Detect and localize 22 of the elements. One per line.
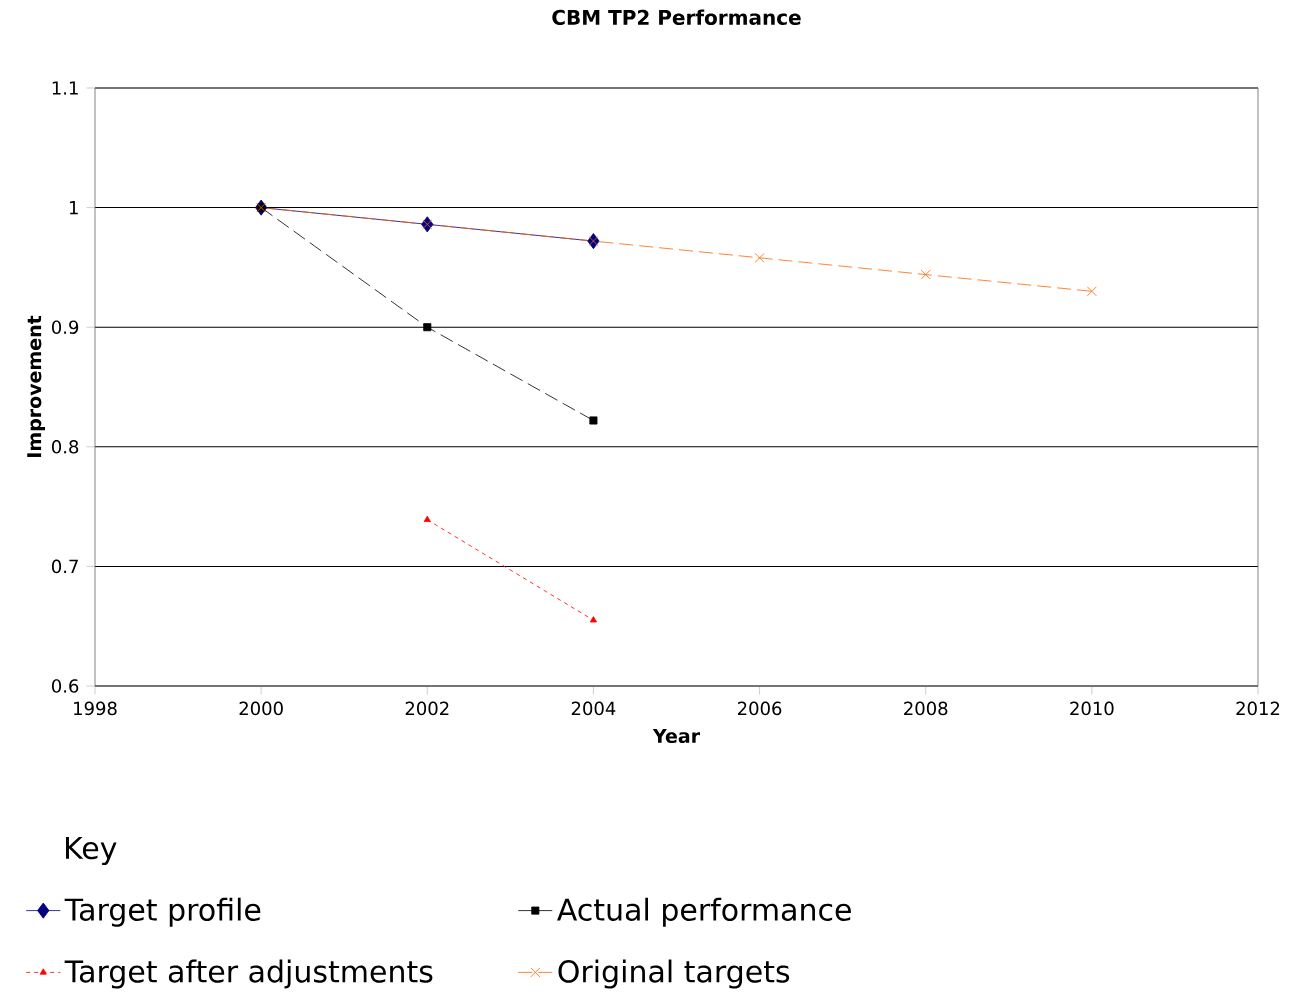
legend-label: Actual performance <box>557 897 851 927</box>
x-tick-label: 2002 <box>405 701 449 716</box>
x-tick-label: 2006 <box>737 701 782 716</box>
y-tick-label: 1.1 <box>52 81 78 95</box>
x-tick-label: 2012 <box>1236 701 1280 716</box>
chart-title: CBM TP2 Performance <box>552 9 801 25</box>
y-tick-label: 0.8 <box>51 439 79 454</box>
legend-label: Target after adjustments <box>64 959 433 989</box>
x-tick-label: 2004 <box>571 701 616 716</box>
y-tick-label: 0.7 <box>51 559 78 574</box>
x-tick-label: 2008 <box>904 701 948 716</box>
legend-label: Original targets <box>558 959 790 989</box>
legend-title: Key <box>66 836 117 866</box>
y-tick-label: 1 <box>69 201 78 215</box>
y-tick-label: 0.6 <box>51 679 79 693</box>
x-tick-label: 2010 <box>1070 701 1114 716</box>
legend-label: Target profile <box>64 897 261 927</box>
x-tick-label: 2000 <box>239 701 283 716</box>
x-axis-title: Year <box>652 728 700 744</box>
y-axis-title: Improvement <box>27 315 46 457</box>
y-tick-label: 0.9 <box>51 320 79 334</box>
x-tick-label: 1998 <box>74 701 117 716</box>
